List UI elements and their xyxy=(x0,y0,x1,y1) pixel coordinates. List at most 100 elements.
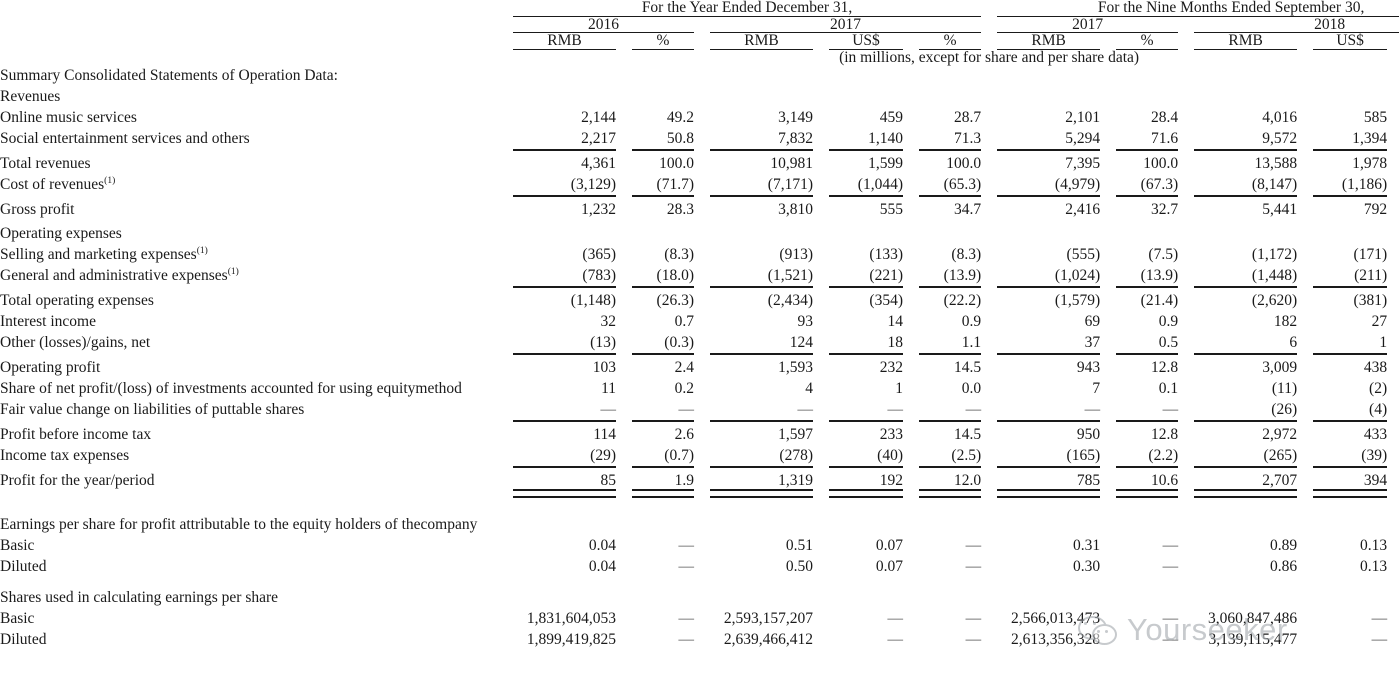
cell-pct: — xyxy=(1116,627,1179,648)
cell-rmb: 5,294 xyxy=(1065,130,1101,147)
em-dash: — xyxy=(678,631,695,648)
cell-usd xyxy=(1313,221,1387,242)
cell-usd xyxy=(829,221,903,242)
cell-pct: — xyxy=(1116,554,1179,575)
cell-pct: (2.2) xyxy=(1148,447,1179,464)
cell-pct: — xyxy=(632,627,695,648)
row-label-text: Gross profit xyxy=(0,201,75,218)
table-row: Online music services 2,144 49.2 3,149 459 28… xyxy=(0,105,1399,126)
subtotal-rule-row xyxy=(0,284,1399,288)
em-dash: — xyxy=(797,401,814,418)
single-rule-cell xyxy=(829,418,903,422)
cell-rmb: — xyxy=(997,397,1101,418)
cell-usd: 232 xyxy=(879,359,903,376)
cell-rmb xyxy=(710,512,813,533)
cell-pct: 14.5 xyxy=(953,426,982,443)
em-dash: — xyxy=(678,610,695,627)
cell-rmb: 3,139,115,477 xyxy=(1208,631,1298,648)
cell-pct: (71.7) xyxy=(656,176,694,193)
cell-rmb: 2,972 xyxy=(1262,426,1298,443)
cell-usd: (381) xyxy=(1353,292,1388,309)
cell-pct xyxy=(919,84,981,105)
cell-rmb: 1,597 xyxy=(778,426,813,443)
table-row: Cost of revenues(1) (3,129) (71.7) (7,171) (… xyxy=(0,172,1399,193)
cell-pct: (26.3) xyxy=(656,292,694,309)
cell-pct: (13.9) xyxy=(1140,267,1179,284)
cell-pct xyxy=(1116,512,1178,533)
row-label: Earnings per share for profit attributab… xyxy=(0,512,497,533)
cell-pct: (8.3) xyxy=(664,246,694,263)
cell-usd: 192 xyxy=(879,472,903,489)
cell-rmb: 1,831,604,053 xyxy=(526,610,616,627)
cell-pct: 0.9 xyxy=(1158,313,1179,330)
cell-pct: (67.3) xyxy=(1140,176,1179,193)
row-label: Income tax expenses xyxy=(0,443,497,464)
single-rule-cell xyxy=(919,147,982,151)
cell-rmb: (1,024) xyxy=(1054,267,1101,284)
em-dash: — xyxy=(887,401,904,418)
cell-rmb xyxy=(1194,585,1297,606)
single-rule-cell xyxy=(1194,351,1298,355)
single-rule-cell xyxy=(997,193,1101,197)
cell-rmb: (1,579) xyxy=(1054,292,1101,309)
cell-pct: — xyxy=(919,606,982,627)
cell-pct: — xyxy=(632,533,695,554)
row-label-text: Basic xyxy=(0,537,35,554)
table-row: Shares used in calculating earnings per … xyxy=(0,585,1399,606)
header-year-row: 2016 2017 2017 2018 xyxy=(0,16,1399,33)
single-rule-cell xyxy=(1116,147,1179,151)
cell-rmb: 114 xyxy=(593,426,616,443)
cell-usd: 1 xyxy=(895,380,903,397)
cell-rmb: 13,588 xyxy=(1254,155,1298,172)
cell-rmb xyxy=(997,585,1100,606)
cell-pct: — xyxy=(1116,533,1179,554)
single-rule-cell xyxy=(1116,464,1179,468)
cell-rmb: 0.04 xyxy=(588,558,616,575)
table-row: Diluted 1,899,419,825 — 2,639,466,412 — — 2,61… xyxy=(0,627,1399,648)
cell-rmb: 32 xyxy=(600,313,617,330)
cell-usd: (221) xyxy=(869,267,903,284)
single-rule-cell xyxy=(829,284,903,288)
header-year-2017-nine: 2017 xyxy=(997,16,1179,33)
cell-usd: 438 xyxy=(1363,359,1388,376)
row-label-text: General and administrative expenses xyxy=(0,267,228,284)
cell-usd xyxy=(829,585,903,606)
single-rule-cell xyxy=(632,351,694,355)
row-label-text: Social entertainment services and others xyxy=(0,130,250,147)
header-col-pct-2017: % xyxy=(919,32,982,50)
table-row: Revenues xyxy=(0,84,1399,105)
header-year-2018-nine: 2018 xyxy=(1194,16,1399,33)
cell-pct xyxy=(919,512,981,533)
row-label: Online music services xyxy=(0,105,497,126)
header-year-2017-annual: 2017 xyxy=(710,16,982,33)
single-rule-cell xyxy=(632,418,694,422)
single-rule-cell xyxy=(710,464,813,468)
single-rule-cell xyxy=(829,464,903,468)
subtotal-rule-row xyxy=(0,147,1399,151)
cell-rmb xyxy=(710,84,813,105)
row-label-text: Basic xyxy=(0,610,35,627)
row-label: Cost of revenues(1) xyxy=(0,172,497,193)
cell-rmb: 5,441 xyxy=(1262,201,1298,218)
cell-rmb xyxy=(997,221,1100,242)
spacer-cell xyxy=(0,498,1399,512)
cell-usd: — xyxy=(829,627,904,648)
cell-pct: 1.9 xyxy=(674,472,694,489)
cell-pct: — xyxy=(919,397,982,418)
cell-rmb: 3,009 xyxy=(1262,359,1298,376)
cell-usd: 0.13 xyxy=(1359,558,1388,575)
cell-rmb: 69 xyxy=(1084,313,1101,330)
cell-rmb: (913) xyxy=(779,246,813,263)
cell-rmb: 0.50 xyxy=(785,558,813,575)
cell-pct: — xyxy=(1116,397,1179,418)
cell-pct: — xyxy=(919,533,982,554)
cell-rmb: — xyxy=(513,397,617,418)
cell-rmb xyxy=(513,84,616,105)
rule-row-label-pad xyxy=(0,489,497,498)
table-row: Income tax expenses (29) (0.7) (278) (40) (2.… xyxy=(0,443,1399,464)
cell-pct: 2.4 xyxy=(674,359,694,376)
row-label: Selling and marketing expenses(1) xyxy=(0,242,497,263)
cell-rmb xyxy=(1194,84,1297,105)
double-rule-cell xyxy=(1194,488,1298,498)
cell-pct: 12.0 xyxy=(953,472,982,489)
